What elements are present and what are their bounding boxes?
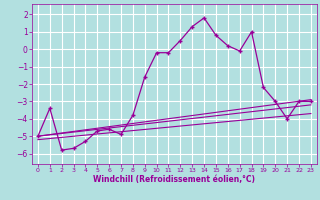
X-axis label: Windchill (Refroidissement éolien,°C): Windchill (Refroidissement éolien,°C)	[93, 175, 255, 184]
